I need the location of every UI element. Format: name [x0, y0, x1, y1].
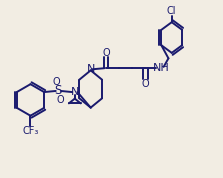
Text: NH: NH — [153, 63, 170, 73]
Text: N: N — [87, 64, 95, 74]
Text: O: O — [142, 78, 149, 88]
Text: O: O — [102, 48, 110, 58]
Text: O: O — [56, 95, 64, 105]
Text: O: O — [53, 77, 60, 87]
Text: Cl: Cl — [167, 6, 176, 16]
Text: S: S — [55, 85, 62, 98]
Text: N: N — [71, 87, 79, 97]
Text: CF₃: CF₃ — [22, 127, 39, 137]
